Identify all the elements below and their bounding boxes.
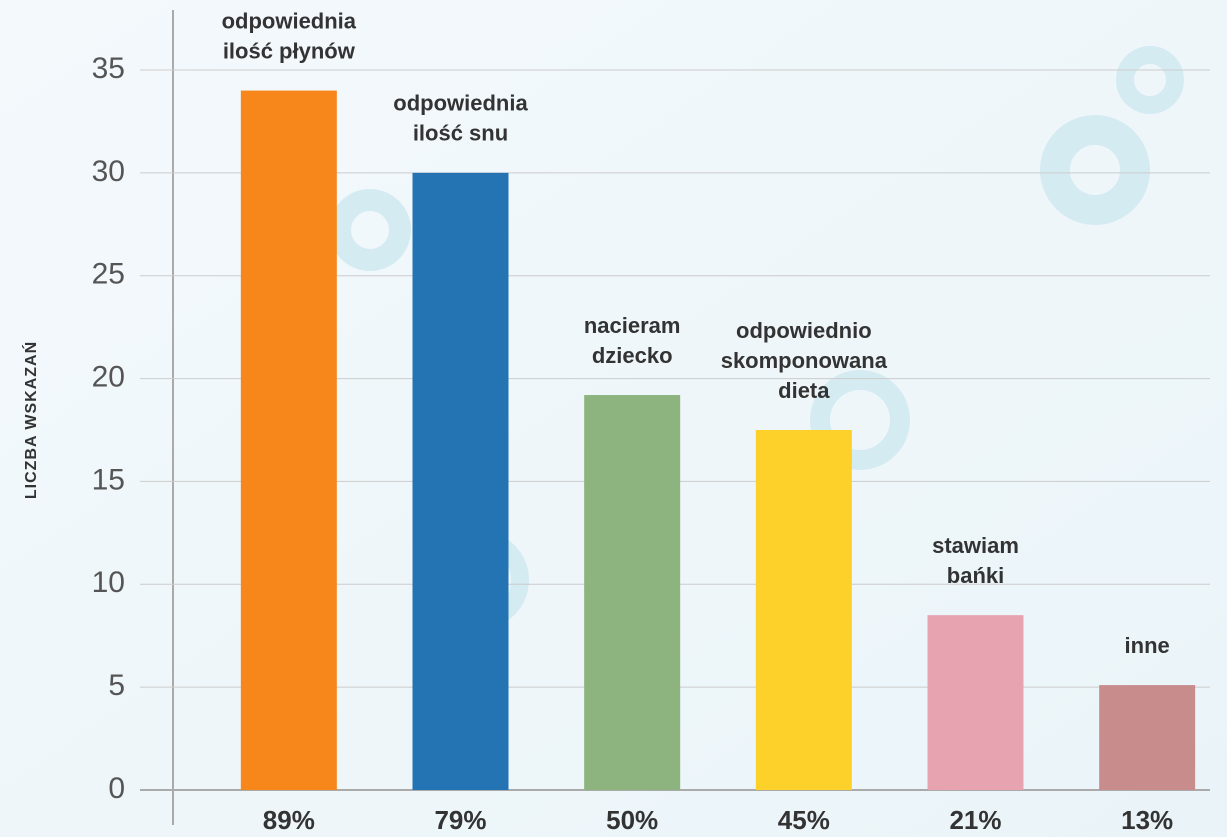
bar xyxy=(1099,685,1196,790)
y-tick-label: 10 xyxy=(92,566,125,599)
y-tick-label: 0 xyxy=(108,772,125,805)
bar xyxy=(240,90,337,791)
bottom-label: 45% xyxy=(778,805,830,835)
y-tick-label: 35 xyxy=(92,52,125,85)
y-axis-label: LICZBA WSKAZAŃ xyxy=(21,341,40,499)
category-label: dieta xyxy=(778,378,830,403)
category-label: inne xyxy=(1125,633,1170,658)
bottom-label: 13% xyxy=(1121,805,1173,835)
bottom-label: 21% xyxy=(949,805,1001,835)
y-tick-label: 20 xyxy=(92,360,125,393)
category-label: ilość snu xyxy=(413,121,508,146)
category-label: stawiam xyxy=(932,533,1019,558)
category-label: odpowiednia xyxy=(222,8,357,33)
bottom-label: 89% xyxy=(263,805,315,835)
y-tick-label: 25 xyxy=(92,258,125,291)
bar xyxy=(927,615,1024,790)
y-tick-label: 5 xyxy=(108,669,125,702)
bar xyxy=(584,395,681,790)
bottom-label: 79% xyxy=(434,805,486,835)
bar xyxy=(755,430,852,790)
category-label: odpowiednia xyxy=(393,91,528,116)
category-label: nacieram xyxy=(584,313,681,338)
bar xyxy=(412,172,509,790)
category-label: skomponowana xyxy=(721,348,888,373)
y-tick-label: 30 xyxy=(92,155,125,188)
category-label: ilość płynów xyxy=(223,38,356,63)
category-label: bańki xyxy=(947,563,1004,588)
y-tick-label: 15 xyxy=(92,463,125,496)
category-label: dziecko xyxy=(592,343,673,368)
bottom-label: 50% xyxy=(606,805,658,835)
category-label: odpowiednio xyxy=(736,318,872,343)
